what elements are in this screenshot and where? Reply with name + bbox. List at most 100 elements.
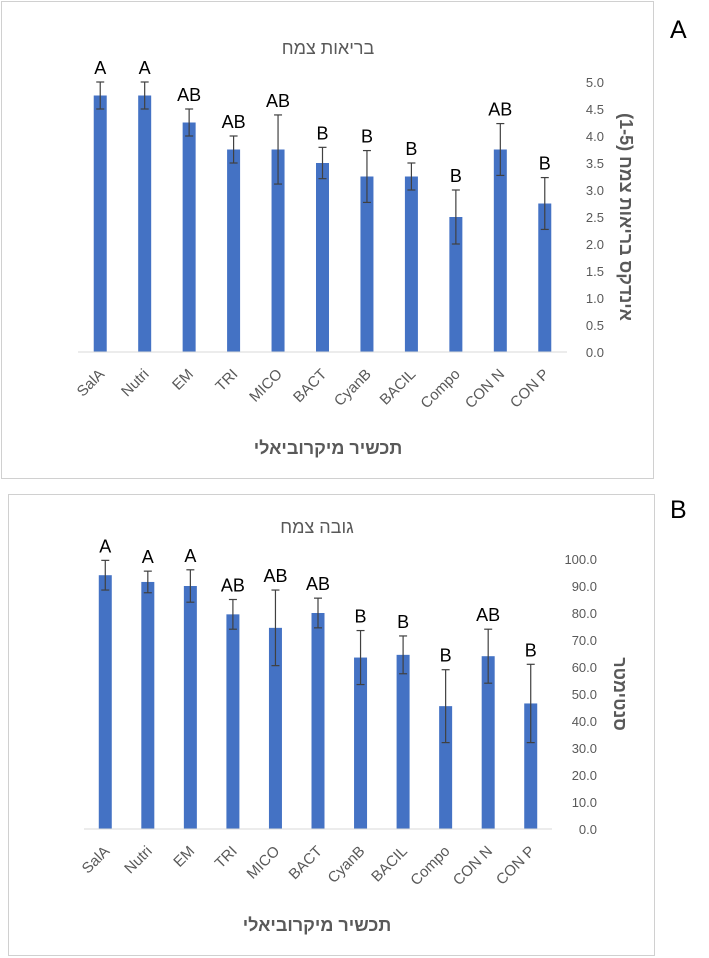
significance-letter: AB [177, 85, 201, 105]
bar [183, 586, 197, 829]
y-tick-label: 40.0 [572, 714, 597, 729]
significance-letter: B [539, 154, 551, 174]
x-tick-label: TRI [212, 843, 241, 872]
x-tick-label: Nutri [121, 843, 155, 877]
significance-letter: A [99, 536, 111, 556]
x-tick-label: SalA [74, 366, 108, 400]
y-tick-label: 20.0 [572, 768, 597, 783]
significance-letter: AB [263, 566, 287, 586]
significance-letter: A [142, 547, 154, 567]
x-tick-label: MICO [246, 366, 286, 406]
y-tick-label: 3.5 [586, 156, 604, 171]
x-tick-label: BACT [290, 366, 330, 406]
significance-letter: B [397, 612, 409, 632]
bar [360, 176, 374, 352]
significance-letter: AB [222, 112, 246, 132]
x-tick-label: CyanB [331, 366, 375, 410]
significance-letter: B [316, 123, 328, 143]
x-tick-label: Compo [417, 366, 463, 412]
x-tick-label: SalA [79, 843, 113, 877]
significance-letter: B [450, 166, 462, 186]
bar [493, 149, 507, 352]
y-tick-label: 50.0 [572, 687, 597, 702]
bar [449, 217, 463, 352]
panel-label-b: B [670, 496, 687, 524]
x-tick-label: CON P [493, 843, 539, 889]
y-tick-label: 4.5 [586, 102, 604, 117]
y-tick-label: 70.0 [572, 633, 597, 648]
y-tick-label: 5.0 [586, 75, 604, 90]
y-tick-label: 80.0 [572, 606, 597, 621]
significance-letter: A [94, 58, 106, 78]
x-tick-label: MICO [244, 843, 284, 883]
bar [404, 176, 418, 352]
x-tick-label: BACIL [368, 843, 411, 886]
bar [98, 575, 112, 829]
bar [538, 203, 552, 352]
y-tick-label: 1.0 [586, 291, 604, 306]
y-tick-label: 2.0 [586, 237, 604, 252]
x-tick-label: EM [169, 366, 197, 394]
y-tick-label: 2.5 [586, 210, 604, 225]
x-tick-label: BACIL [377, 366, 420, 409]
y-tick-label: 0.0 [579, 822, 597, 837]
bar [311, 613, 325, 829]
y-axis-label: אינדקס בריאות צמח (1-5) [616, 113, 636, 321]
x-axis-label: תכשיר מיקרוביאלי [254, 438, 402, 458]
bar [182, 122, 196, 352]
bar [268, 627, 282, 829]
y-tick-label: 100.0 [564, 552, 597, 567]
bar [93, 95, 107, 352]
significance-letter: AB [306, 574, 330, 594]
x-tick-label: CON N [450, 843, 496, 889]
chart-panel-b: גובה צמח 0.0 10.0 20.0 30.0 40.0 50.0 60.0 70.0 8… [8, 494, 655, 956]
significance-letter: B [355, 607, 367, 627]
y-tick-label: 0.5 [586, 318, 604, 333]
significance-letter: AB [488, 100, 512, 120]
bar [481, 656, 495, 829]
y-tick-label: 90.0 [572, 579, 597, 594]
significance-letter: B [361, 127, 373, 147]
significance-letter: AB [221, 576, 245, 596]
significance-letter: B [405, 139, 417, 159]
bar [141, 581, 155, 829]
bar [316, 163, 329, 352]
x-tick-label: CyanB [325, 843, 369, 887]
x-tick-label: CON N [462, 366, 508, 412]
panel-label-a: A [670, 16, 687, 44]
bar [226, 614, 240, 829]
bar [354, 657, 368, 829]
x-tick-label: TRI [212, 366, 241, 395]
y-axis-label: סנטימטר [610, 657, 630, 731]
y-tick-label: 10.0 [572, 795, 597, 810]
y-tick-label: 0.0 [586, 345, 604, 360]
significance-letter: AB [476, 605, 500, 625]
bar [524, 703, 538, 829]
chart-title: בריאות צמח [282, 38, 375, 58]
significance-letter: A [184, 546, 196, 566]
chart-title: גובה צמח [280, 517, 354, 537]
bar [271, 149, 285, 352]
x-tick-label: Nutri [118, 366, 152, 400]
significance-letter: B [525, 640, 537, 660]
chart-a-svg: בריאות צמח 0.0 0.5 1.0 1.5 2.0 2.5 3.0 3.5 4.0 4.5… [74, 38, 636, 458]
bar [138, 95, 152, 352]
y-tick-label: 4.0 [586, 129, 604, 144]
y-tick-label: 30.0 [572, 741, 597, 756]
bar [439, 706, 453, 829]
bar [396, 654, 410, 829]
x-axis-label: תכשיר מיקרוביאלי [243, 915, 391, 935]
y-tick-label: 3.0 [586, 183, 604, 198]
x-tick-label: EM [170, 843, 198, 871]
x-tick-label: Compo [407, 843, 453, 889]
bar [227, 149, 241, 352]
significance-letter: A [139, 58, 151, 78]
significance-letter: B [440, 646, 452, 666]
chart-b-svg: גובה צמח 0.0 10.0 20.0 30.0 40.0 50.0 60.0 70.0 8… [79, 517, 630, 935]
y-tick-label: 1.5 [586, 264, 604, 279]
chart-panel-a: בריאות צמח 0.0 0.5 1.0 1.5 2.0 2.5 3.0 3.5 4.0 4.5… [1, 1, 654, 479]
y-tick-label: 60.0 [572, 660, 597, 675]
x-tick-label: BACT [286, 843, 326, 883]
x-tick-label: CON P [507, 366, 553, 412]
significance-letter: AB [266, 91, 290, 111]
